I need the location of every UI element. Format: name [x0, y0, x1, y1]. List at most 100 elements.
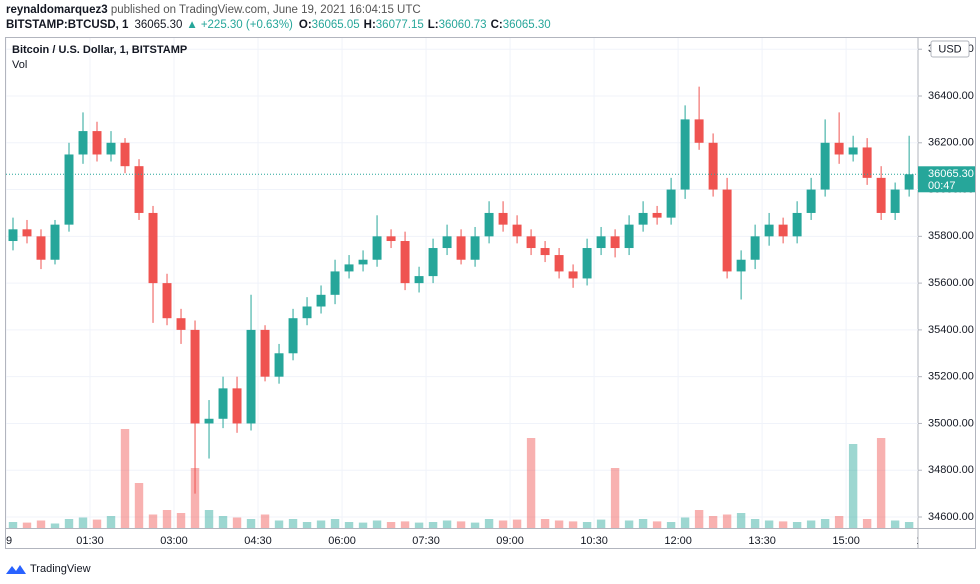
x-tick-label: 19	[0, 535, 12, 547]
volume-bar	[582, 522, 592, 528]
volume-bar	[638, 519, 648, 528]
candle-body	[428, 248, 438, 277]
x-tick-label: 12:00	[664, 535, 692, 547]
volume-bar	[288, 519, 298, 528]
candle-body	[274, 353, 284, 377]
volume-bar	[820, 519, 830, 528]
candle-body	[596, 236, 606, 249]
symbol: BITSTAMP:BTCUSD, 1	[6, 19, 129, 31]
footer-logo	[6, 565, 26, 574]
candle-body	[134, 166, 144, 213]
candle-body	[204, 418, 214, 424]
candles	[8, 86, 914, 494]
candle-body	[232, 388, 242, 424]
volume-bar	[50, 523, 60, 528]
volume-bar	[428, 522, 438, 528]
candle-body	[106, 142, 116, 155]
candle-body	[260, 329, 270, 377]
candle-body	[288, 318, 298, 354]
countdown: 00:47	[928, 180, 956, 192]
candle-body	[666, 189, 676, 218]
y-tick-label: 36400.00	[928, 90, 974, 102]
volume-bar	[736, 513, 746, 528]
candle-body	[834, 142, 844, 155]
volume-bar	[806, 520, 816, 528]
candle-body	[540, 248, 550, 256]
x-tick-label: 15:00	[832, 535, 860, 547]
volume-bar	[386, 522, 396, 528]
ohlc-value: 36060.73	[439, 19, 487, 31]
ohlc-value: 36065.30	[503, 19, 551, 31]
volume-bar	[204, 510, 214, 528]
x-tick-label: 01:30	[76, 535, 104, 547]
volume-bar	[302, 522, 312, 528]
y-tick-label: 35600.00	[928, 277, 974, 289]
candle-body	[736, 259, 746, 272]
x-tick-label: 10:30	[580, 535, 608, 547]
volume-bar	[526, 438, 536, 528]
volume-bar	[456, 521, 466, 528]
y-tick-label: 36200.00	[928, 137, 974, 149]
candle-body	[848, 147, 858, 155]
ohlc-label: O:	[299, 19, 312, 31]
x-tick-label: 03:00	[160, 535, 188, 547]
candle-body	[652, 212, 662, 218]
currency-button[interactable]	[930, 40, 970, 58]
candle-body	[386, 236, 396, 242]
volume-bar	[624, 520, 634, 528]
candle-body	[582, 248, 592, 279]
volume-bar	[36, 520, 46, 528]
volume-bar	[778, 521, 788, 528]
volume-bar	[792, 522, 802, 528]
candle-body	[358, 259, 368, 265]
candle-body	[22, 229, 32, 237]
volume-bar	[120, 429, 130, 528]
x-tick-label: 06:00	[328, 535, 356, 547]
candle-body	[890, 189, 900, 213]
chart-title: Bitcoin / U.S. Dollar, 1, BITSTAMP	[12, 44, 187, 56]
candle-body	[764, 224, 774, 237]
candle-body	[708, 142, 718, 190]
candle-body	[862, 147, 872, 178]
ohlc-value: 36065.05	[312, 19, 360, 31]
volume-bar	[554, 520, 564, 528]
x-tick-label: 04:30	[244, 535, 272, 547]
candle-body	[722, 189, 732, 272]
quote-line: BITSTAMP:BTCUSD, 1 36065.30 ▲ +225.30 (+0.6…	[6, 19, 551, 31]
candle-body	[806, 189, 816, 213]
volume-bar	[400, 521, 410, 528]
volume-bar	[708, 516, 718, 528]
volume-bar	[904, 522, 914, 528]
candle-body	[484, 212, 494, 237]
candle-body	[120, 142, 130, 167]
volume-bar	[190, 468, 200, 528]
volume-bar	[106, 516, 116, 528]
candle-body	[778, 224, 788, 237]
candle-body	[162, 283, 172, 319]
candle-body	[414, 276, 424, 284]
candle-body	[36, 236, 46, 260]
published: published on TradingView.com, June 19, 2…	[108, 4, 421, 16]
candle-body	[876, 177, 886, 213]
volume-bar	[372, 520, 382, 528]
candle-body	[148, 212, 158, 284]
y-tick-label: 35800.00	[928, 230, 974, 242]
candle-body	[218, 388, 228, 419]
x-tick-label: 07:30	[412, 535, 440, 547]
candle-body	[624, 224, 634, 249]
candle-body	[316, 294, 326, 307]
candle-body	[680, 119, 690, 190]
volume-bar	[442, 520, 452, 528]
candle-body	[750, 236, 760, 260]
volume-bar	[694, 510, 704, 528]
x-tick-label: 13:30	[748, 535, 776, 547]
x-tick-label: 09:00	[496, 535, 524, 547]
volume-bar	[78, 517, 88, 528]
volume-bar	[92, 519, 102, 528]
ohlc-label: L:	[428, 19, 439, 31]
volume-bar	[246, 519, 256, 528]
currency: USD	[938, 43, 961, 55]
volume	[8, 429, 914, 528]
